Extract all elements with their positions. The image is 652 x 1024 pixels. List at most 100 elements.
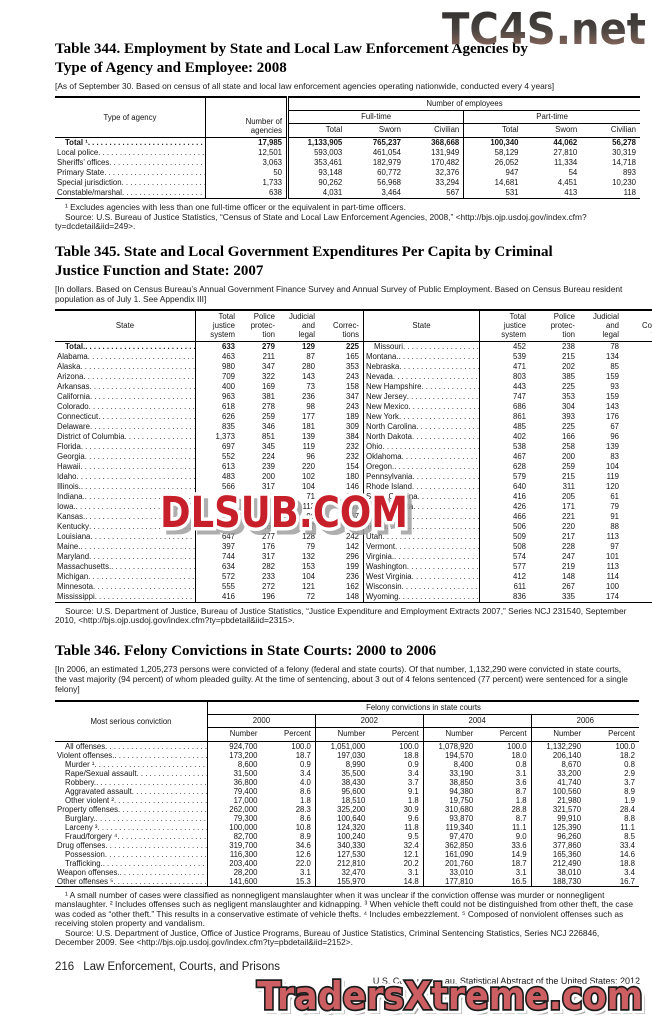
table-345-header: State Total justice system Police protec…: [55, 309, 652, 341]
row-label-text: Pennsylvania: [366, 471, 413, 481]
cell: 8,600: [237, 759, 258, 769]
table-344-note: [As of September 30. Based on census of …: [55, 81, 555, 91]
cell: 0.8: [624, 759, 635, 769]
row-label: Tennessee: [363, 511, 480, 522]
cell: 235: [623, 392, 652, 402]
cell: 893: [622, 168, 636, 177]
page-content: Table 344. Employment by State and Local…: [0, 40, 652, 986]
cell: 259: [561, 461, 575, 471]
dot-leader: [412, 482, 479, 492]
cell: 31,500: [233, 768, 258, 778]
dot-leader: [96, 814, 207, 823]
cell: 127,530: [337, 849, 366, 859]
table-row: Alaska 980 347 280 353 Nebraska 471 202 85 184: [55, 361, 652, 372]
table-row: Idaho 483 200 102 180 Pennsylvania 579 215 119 24…: [55, 471, 652, 482]
cell: 18.0: [477, 750, 532, 760]
cell: 8.6: [261, 786, 316, 796]
cell: 258: [561, 441, 575, 451]
row-label-text: Connecticut: [57, 411, 99, 421]
cell: 277: [261, 531, 275, 541]
cell: 8.7: [477, 786, 532, 796]
table-row: Florida 697 345 119 232 Ohio 538 258 139 142: [55, 441, 652, 452]
row-label: Nebraska: [363, 361, 480, 372]
cell: 861: [512, 411, 526, 421]
cell: 613: [221, 461, 235, 471]
table-row: Colorado 618 278 98 243 New Mexico 686 304 143 23…: [55, 401, 652, 412]
cell: 32,376: [435, 168, 460, 177]
cell: 574: [512, 551, 526, 561]
cell: 30.9: [369, 804, 424, 814]
cell: 129: [301, 341, 315, 351]
dot-leader: [104, 168, 204, 178]
row-label-text: Trafficking.: [65, 858, 103, 868]
row-label-text: All offenses: [65, 741, 106, 751]
cell: 100.0: [369, 741, 424, 751]
table-345-note: [In dollars. Based on Census Bureau’s An…: [55, 283, 623, 304]
column-group-header: Full-time: [287, 110, 464, 124]
table-346-header: Most serious conviction Felony convictio…: [55, 700, 639, 741]
dot-leader: [98, 823, 207, 832]
cell: 232: [345, 451, 359, 461]
row-label: Missouri: [363, 341, 480, 352]
table-344-footnote: ¹ Excludes agencies with less than one f…: [65, 202, 406, 212]
cell: 96: [610, 431, 619, 441]
dot-leader: [103, 859, 207, 868]
cell: 125: [623, 382, 652, 392]
table-row: Alabama 463 211 87 165 Montana. 539 215 134 189: [55, 351, 652, 362]
cell: 148: [561, 571, 575, 581]
dot-leader: [98, 148, 204, 158]
row-label-text: Maine.: [57, 541, 81, 551]
cell: 9.6: [369, 813, 424, 823]
cell: 385: [561, 371, 575, 381]
cell: 203,400: [229, 858, 258, 868]
cell: 176: [261, 541, 275, 551]
cell: 647: [221, 531, 235, 541]
row-label-text: Primary State: [57, 168, 105, 177]
cell: 100.0: [477, 741, 532, 751]
cell: 309: [345, 421, 359, 431]
cell: 201,760: [445, 858, 474, 868]
cell: 225: [561, 381, 575, 391]
row-label-text: Kentucky: [57, 521, 90, 531]
row-label-text: Arizona: [57, 371, 84, 381]
dot-leader: [404, 512, 479, 522]
cell: 79: [610, 501, 619, 511]
row-label-text: Rhode Island: [366, 481, 412, 491]
cell: 509: [512, 531, 526, 541]
cell: 291: [623, 412, 652, 422]
dot-leader: [83, 372, 194, 382]
row-label: Vermont: [363, 541, 480, 552]
row-label: Idaho: [55, 471, 196, 482]
table-row: Minnesota 555 272 121 162 Wisconsin 611 267 100 2…: [55, 581, 652, 592]
cell: 0.9: [369, 759, 424, 769]
row-label: Ohio: [363, 441, 480, 452]
cell: 120: [605, 481, 619, 491]
row-label: New Hampshire: [363, 381, 480, 392]
cell: 119: [302, 441, 315, 451]
cell: 377,860: [552, 840, 582, 850]
cell: 238: [561, 341, 575, 351]
column-group-header: 2002: [314, 714, 424, 728]
row-label-text: Maryland: [57, 551, 90, 561]
cell: 353: [561, 391, 575, 401]
cell: 33.6: [477, 840, 532, 850]
table-345-body: Total.633279129225Missouri45223878136Ala…: [55, 341, 652, 602]
cell: 28,200: [233, 867, 258, 877]
table-346-note: [In 2006, an estimated 1,205,273 persons…: [55, 663, 628, 694]
cell: 17,000: [233, 795, 258, 805]
cell: 14.6: [619, 849, 635, 859]
row-label-text: Nevada: [366, 371, 393, 381]
table-344-header: Type of agency Number of agencies Number…: [55, 97, 640, 138]
row-label: Trafficking.: [55, 858, 208, 868]
table-344-source: Source: U.S. Bureau of Justice Statistic…: [55, 211, 587, 231]
cell: 412: [512, 571, 526, 581]
dot-leader: [85, 342, 194, 352]
cell: 193: [623, 422, 652, 432]
cell: 226: [623, 552, 652, 562]
row-label-text: New Mexico: [366, 401, 409, 411]
row-label-text: Vermont: [366, 541, 396, 551]
cell: 100.0: [615, 741, 635, 751]
